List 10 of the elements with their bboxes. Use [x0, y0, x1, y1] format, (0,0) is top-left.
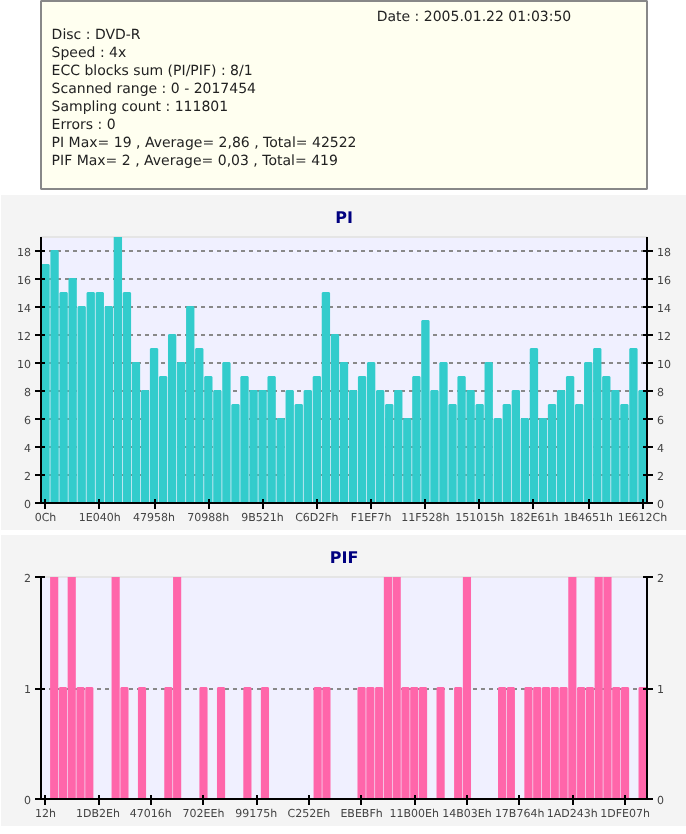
bar: [511, 390, 521, 503]
bar: [321, 292, 331, 503]
chart-title: PIF: [329, 549, 359, 567]
chart-title: PI: [335, 209, 353, 227]
bar: [366, 362, 376, 503]
bar: [149, 348, 159, 503]
bar: [529, 348, 539, 503]
bar: [113, 237, 123, 503]
bar: [167, 334, 177, 503]
bar: [565, 376, 575, 503]
